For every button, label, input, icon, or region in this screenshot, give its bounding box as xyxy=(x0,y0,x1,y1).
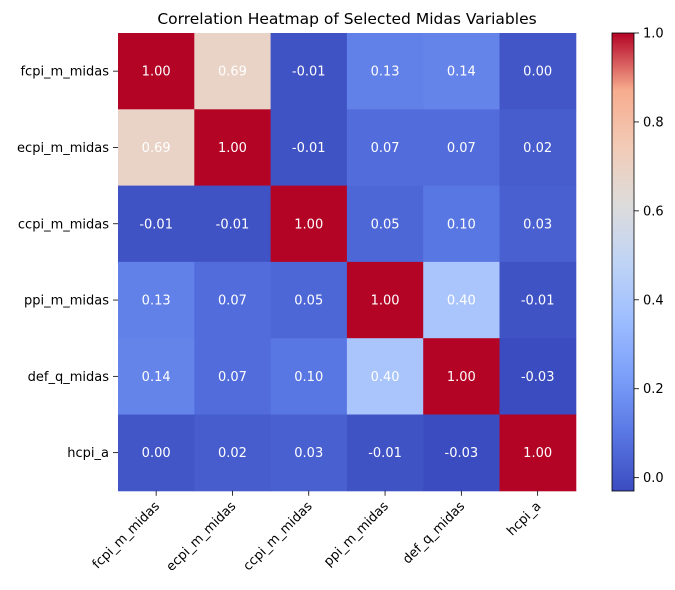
cell-label: 0.07 xyxy=(218,294,247,309)
colorbar-tick-label: 0.6 xyxy=(643,204,664,219)
heatmap-cell xyxy=(118,109,195,187)
cell-label: -0.01 xyxy=(216,217,250,232)
heatmap-cell xyxy=(499,33,577,110)
colorbar-gradient xyxy=(612,33,634,491)
heatmap-cell xyxy=(270,33,348,110)
cell-label: 0.69 xyxy=(142,141,171,156)
heatmap-cell xyxy=(194,414,272,492)
cell-label: 0.13 xyxy=(142,294,171,309)
heatmap-cell xyxy=(118,261,195,339)
cell-label: -0.01 xyxy=(139,217,173,232)
heatmap-cell xyxy=(194,338,272,415)
y-tick-label: def_q_midas xyxy=(28,370,110,385)
heatmap-cell xyxy=(346,109,424,187)
heatmap-cell xyxy=(423,414,500,492)
heatmap-cell xyxy=(118,338,195,415)
heatmap-cell xyxy=(270,185,348,263)
cell-label: 1.00 xyxy=(218,141,247,156)
y-tick-label: ecpi_m_midas xyxy=(17,141,109,156)
cell-label: 0.10 xyxy=(294,370,323,385)
heatmap-cell xyxy=(346,261,424,339)
x-axis-ticks: fcpi_m_midas ecpi_m_midas ccpi_m_midas ppi_… xyxy=(90,490,544,575)
heatmap-cell xyxy=(194,261,272,339)
x-tick-label: ecpi_m_midas xyxy=(164,499,240,575)
cell-label: 0.03 xyxy=(523,217,552,232)
heatmap-cell xyxy=(499,109,577,187)
cell-label: 0.03 xyxy=(294,446,323,461)
heatmap-cell xyxy=(346,414,424,492)
cell-label: 0.05 xyxy=(371,217,400,232)
cell-label: -0.01 xyxy=(292,141,326,156)
cell-label: 0.14 xyxy=(447,65,476,80)
cell-label: 1.00 xyxy=(523,446,552,461)
heatmap-cell xyxy=(423,109,500,187)
colorbar-tick-label: 0.0 xyxy=(643,471,664,486)
heatmap-cell xyxy=(499,261,577,339)
cell-label: 0.13 xyxy=(371,65,400,80)
colorbar-tick-label: 0.4 xyxy=(643,293,664,308)
heatmap-cell xyxy=(194,109,272,187)
cell-label: 1.00 xyxy=(142,65,171,80)
cell-label: 1.00 xyxy=(371,294,400,309)
heatmap-cell xyxy=(194,33,272,110)
heatmap-cell xyxy=(270,261,348,339)
cell-label: -0.03 xyxy=(521,370,555,385)
cell-label: 0.02 xyxy=(523,141,552,156)
x-tick-label: fcpi_m_midas xyxy=(90,499,163,572)
colorbar: 0.0 0.2 0.4 0.6 0.8 1.0 xyxy=(611,27,664,492)
heatmap-cell xyxy=(270,109,348,187)
chart-title: Correlation Heatmap of Selected Midas Va… xyxy=(157,10,536,28)
heatmap-cell xyxy=(499,338,577,415)
y-tick-label: ccpi_m_midas xyxy=(18,217,109,232)
heatmap-cell xyxy=(270,414,348,492)
cell-label: 0.40 xyxy=(371,370,400,385)
heatmap-cell xyxy=(118,33,195,110)
x-tick-label: hcpi_a xyxy=(504,499,544,539)
heatmap-cell xyxy=(499,414,577,492)
cell-label: 0.07 xyxy=(447,141,476,156)
colorbar-frame xyxy=(611,32,635,492)
cell-label: 0.10 xyxy=(447,217,476,232)
heatmap-cell xyxy=(118,185,195,263)
cell-label: -0.01 xyxy=(521,294,555,309)
cell-label: 0.69 xyxy=(218,65,247,80)
heatmap-cell xyxy=(423,33,500,110)
y-tick-label: hcpi_a xyxy=(67,446,109,461)
cell-label: 0.05 xyxy=(294,294,323,309)
y-axis-ticks: fcpi_m_midas ecpi_m_midas ccpi_m_midas ppi_… xyxy=(17,65,118,461)
cell-label: 0.00 xyxy=(142,446,171,461)
cell-label: 0.14 xyxy=(142,370,171,385)
heatmap-cell xyxy=(423,338,500,415)
x-tick-label: ccpi_m_midas xyxy=(241,499,316,574)
x-tick-label: ppi_m_midas xyxy=(321,499,392,570)
heatmap-cell xyxy=(346,33,424,110)
colorbar-tick-label: 0.8 xyxy=(643,115,664,130)
cell-label: -0.01 xyxy=(368,446,402,461)
cell-label: -0.03 xyxy=(445,446,479,461)
heatmap-cells: 1.00 0.69 -0.01 0.13 0.14 0.00 0.69 1.00 -0.01 0.… xyxy=(118,33,577,492)
y-tick-label: ppi_m_midas xyxy=(24,294,109,309)
heatmap-cell xyxy=(118,414,195,492)
cell-label: 0.00 xyxy=(523,65,552,80)
heatmap-cell xyxy=(194,185,272,263)
cell-label: 1.00 xyxy=(447,370,476,385)
colorbar-ticks: 0.0 0.2 0.4 0.6 0.8 1.0 xyxy=(634,27,664,486)
heatmap-cell xyxy=(423,185,500,263)
heatmap-cell xyxy=(499,185,577,263)
heatmap-cell xyxy=(270,338,348,415)
cell-label: 0.07 xyxy=(218,370,247,385)
x-tick-label: def_q_midas xyxy=(400,499,468,567)
cell-label: 1.00 xyxy=(294,217,323,232)
cell-label: 0.40 xyxy=(447,294,476,309)
colorbar-tick-label: 1.0 xyxy=(643,27,664,42)
colorbar-tick-label: 0.2 xyxy=(643,382,664,397)
cell-label: -0.01 xyxy=(292,65,326,80)
cell-label: 0.02 xyxy=(218,446,247,461)
heatmap-cell xyxy=(346,338,424,415)
heatmap-cell xyxy=(423,261,500,339)
y-tick-label: fcpi_m_midas xyxy=(20,65,109,80)
cell-label: 0.07 xyxy=(371,141,400,156)
heatmap-cell xyxy=(346,185,424,263)
